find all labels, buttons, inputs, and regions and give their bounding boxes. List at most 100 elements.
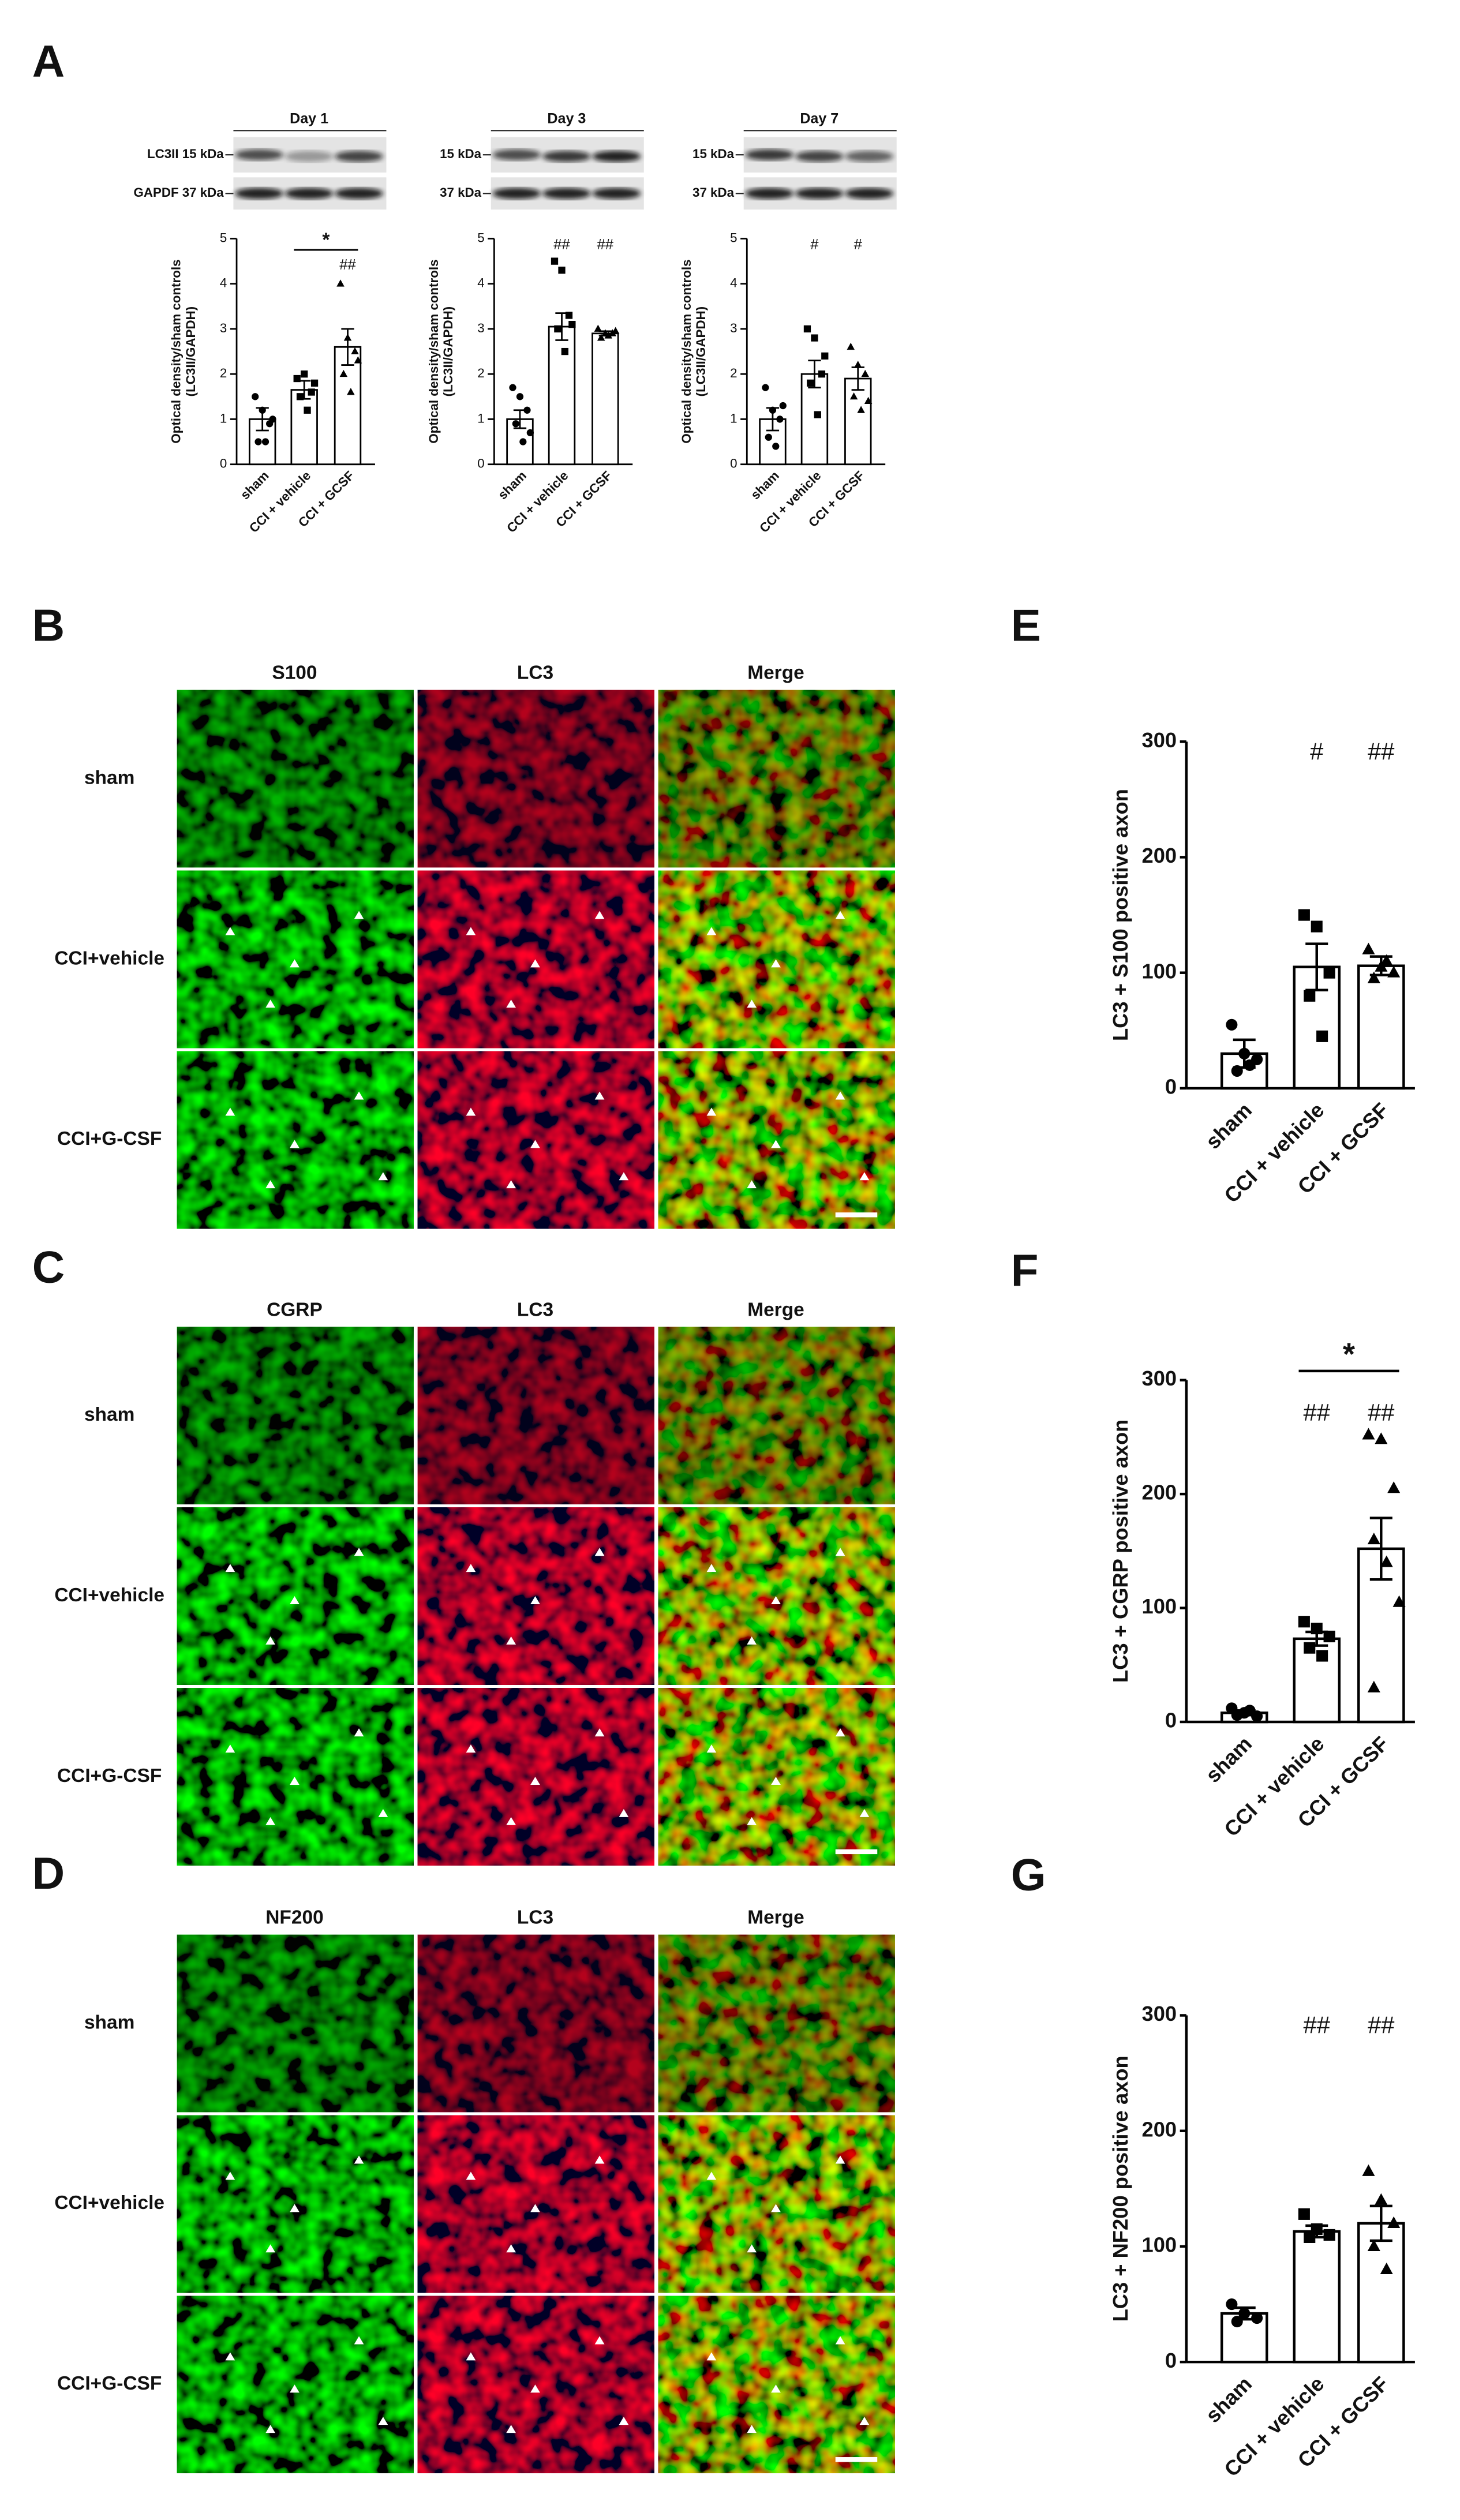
data-point [1298, 2208, 1310, 2220]
data-point [1226, 2298, 1238, 2311]
y-axis-label: Optical density/sham controls [426, 260, 441, 444]
arrowhead [747, 2425, 757, 2433]
arrowhead [747, 1180, 757, 1189]
row-label: CCI+G-CSF [57, 1128, 162, 1149]
y-tick-label: 4 [220, 276, 227, 290]
column-title: Merge [747, 662, 804, 684]
annotation: ## [1368, 2011, 1394, 2038]
data-point [776, 415, 784, 423]
row-label: CCI+vehicle [54, 948, 164, 969]
arrowhead [290, 959, 300, 968]
data-point [857, 406, 865, 413]
arrowhead [466, 1744, 476, 1753]
data-point [779, 402, 787, 410]
arrowhead [265, 2425, 275, 2433]
bar [290, 389, 318, 466]
arrowhead [771, 959, 781, 968]
data-point [1380, 2262, 1393, 2275]
data-point [254, 438, 262, 445]
data-point [259, 406, 266, 414]
arrowhead [706, 1107, 717, 1116]
data-point [1387, 965, 1401, 978]
y-axis-label: (LC3II/GAPDH) [441, 306, 455, 396]
blot-band [492, 149, 541, 161]
y-tick-label: 300 [1142, 1366, 1177, 1390]
data-point [1304, 1642, 1316, 1654]
y-tick-label: 200 [1142, 2117, 1177, 2141]
y-axis-label: LC3 + CGRP positive axon [1109, 1420, 1132, 1683]
data-point [1387, 2216, 1401, 2228]
data-point [1251, 2312, 1263, 2324]
row-label: CCI+G-CSF [57, 2373, 162, 2394]
data-point [296, 393, 304, 400]
arrowhead [290, 1596, 300, 1605]
data-point [861, 369, 870, 377]
annotation: # [1310, 737, 1323, 765]
y-tick-label: 5 [730, 230, 737, 245]
y-tick-label: 5 [220, 230, 227, 245]
y-tick-label: 4 [477, 276, 484, 290]
arrowhead [506, 999, 516, 1008]
micrograph [417, 2296, 654, 2473]
data-point [1238, 1047, 1251, 1059]
arrowhead [594, 2155, 605, 2164]
blot-band [335, 188, 383, 200]
arrowhead [706, 2352, 717, 2361]
y-tick-label: 3 [220, 321, 227, 335]
arrowhead [747, 2244, 757, 2253]
micrograph [658, 1507, 895, 1685]
scale-bar [835, 1212, 878, 1218]
arrowhead [859, 1172, 870, 1181]
y-tick-label: 100 [1142, 2233, 1177, 2257]
arrowhead [771, 1776, 781, 1785]
annotation: # [810, 237, 819, 253]
data-point [1367, 971, 1380, 983]
data-point [310, 379, 319, 387]
annotation: * [1343, 1336, 1356, 1372]
data-point [1375, 1432, 1388, 1444]
data-point [1238, 2308, 1251, 2320]
arrowhead [225, 1107, 235, 1116]
arrowhead [530, 2384, 540, 2393]
data-point [821, 352, 829, 360]
y-tick-label: 0 [730, 456, 737, 471]
y-tick-label: 100 [1142, 1594, 1177, 1618]
data-point [1304, 990, 1316, 1002]
y-tick-label: 1 [730, 411, 737, 425]
arrowhead [835, 911, 845, 919]
y-tick-label: 0 [1165, 1709, 1177, 1732]
data-point [769, 406, 777, 414]
blot-label: LC3II 15 kDa [147, 147, 224, 161]
blot-band [235, 149, 283, 161]
arrowhead [835, 1548, 845, 1556]
data-point [1304, 2231, 1316, 2243]
data-point [1367, 1680, 1380, 1693]
y-tick-label: 2 [220, 366, 227, 380]
arrowhead [530, 1776, 540, 1785]
arrowhead [225, 927, 235, 935]
arrowhead [354, 911, 364, 919]
data-point [772, 443, 780, 450]
micrograph [658, 870, 895, 1049]
arrowhead [225, 1744, 235, 1753]
micrograph [417, 2115, 654, 2293]
data-point [1316, 1030, 1328, 1042]
arrowhead [290, 1140, 300, 1148]
data-point [1362, 1428, 1375, 1440]
blot-band [542, 151, 591, 162]
arrowhead [225, 2171, 235, 2180]
micrograph [177, 1327, 414, 1504]
micrograph [658, 2296, 895, 2473]
data-point [1387, 1481, 1401, 1493]
data-point [807, 379, 814, 387]
arrowhead [594, 1091, 605, 1100]
data-point [765, 433, 772, 441]
data-point [1362, 942, 1375, 954]
arrowhead [594, 2336, 605, 2345]
data-point [849, 392, 858, 400]
blot-label: 15 kDa [440, 147, 482, 161]
micrograph [177, 690, 414, 868]
arrowhead [354, 1728, 364, 1737]
panel-label: D [32, 1848, 65, 1899]
arrowhead [619, 2417, 629, 2425]
